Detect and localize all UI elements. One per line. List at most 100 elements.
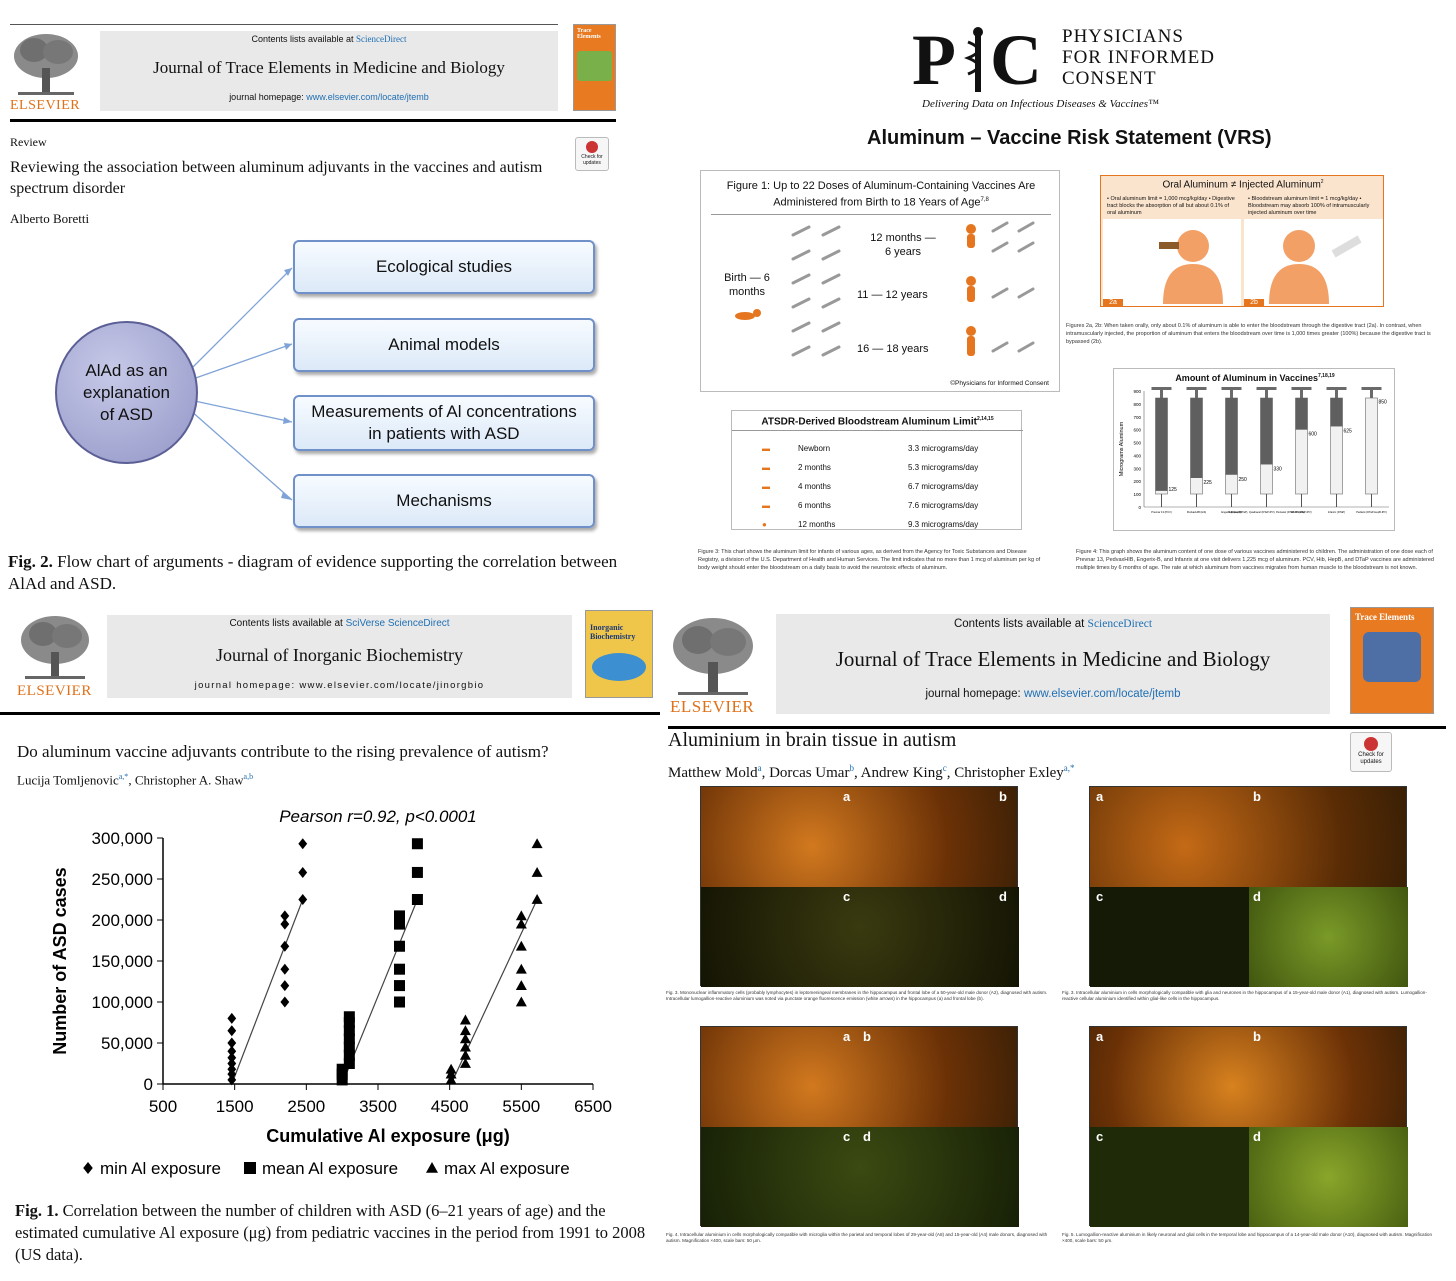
- limit-row: ▬ 6 months 7.6 micrograms/day: [762, 501, 979, 510]
- data-point: [411, 866, 423, 878]
- journal-homepage: journal homepage: www.elsevier.com/locat…: [229, 92, 429, 102]
- category-label: Infanrix (DTaP): [1328, 510, 1345, 514]
- article-title: Do aluminum vaccine adjuvants contribute…: [17, 742, 549, 761]
- fig3-caption-left: Fig. 3. Mononuclear inflammatory cells (…: [666, 990, 1048, 1001]
- data-point: [343, 1011, 355, 1023]
- value-label: 225: [1204, 480, 1213, 486]
- journal-name: Journal of Inorganic Biochemistry: [215, 645, 464, 665]
- category-label: Pediarix (DTaP-HepB-IPV): [1356, 510, 1387, 514]
- x-tick-label: 2500: [287, 1097, 325, 1116]
- center-node: AlAd as an explanation of ASD: [55, 321, 198, 464]
- data-point: [515, 963, 527, 974]
- fig1-panel: Figure 1: Up to 22 Doses of Aluminum-Con…: [700, 170, 1060, 392]
- plunger-head: [1326, 387, 1347, 390]
- data-point: [343, 1017, 355, 1028]
- journal-cover: Inorganic Biochemistry: [585, 610, 653, 698]
- homepage-link[interactable]: www.elsevier.com/locate/jtemb: [306, 92, 429, 102]
- child-eating-icon: [1159, 230, 1223, 304]
- plunger-rod: [1300, 390, 1303, 398]
- journal-homepage[interactable]: journal homepage: www.elsevier.com/locat…: [194, 680, 485, 691]
- y-tick-label: 0: [1138, 505, 1141, 510]
- legend-label: min Al exposure: [100, 1159, 221, 1178]
- barrel-plunger: [1330, 398, 1343, 427]
- y-tick-label: 500: [1133, 441, 1141, 446]
- homepage-link[interactable]: www.elsevier.com/locate/jtemb: [1023, 688, 1181, 700]
- value-label: 850: [1379, 399, 1388, 405]
- data-point: [227, 1037, 237, 1049]
- data-point: [298, 894, 308, 905]
- barrel-plunger: [1260, 398, 1273, 465]
- journal-band: Contents lists available at ScienceDirec…: [776, 614, 1330, 714]
- flow-box-mechanisms: Mechanisms: [293, 474, 595, 528]
- fig2-caption: Figures 2a, 2b: When taken orally, only …: [1066, 323, 1431, 345]
- limit-row: ▬ 2 months 5.3 micrograms/day: [762, 463, 979, 472]
- legend-label: max Al exposure: [444, 1159, 570, 1178]
- value-label: 330: [1274, 466, 1283, 472]
- plunger-head: [1186, 387, 1207, 390]
- legend-marker: [244, 1162, 256, 1174]
- age-12m-6y: 12 months — 6 years: [870, 232, 936, 258]
- data-point: [394, 910, 405, 922]
- barrel-plunger: [1225, 398, 1238, 475]
- data-point: [459, 1049, 471, 1060]
- data-point: [227, 1063, 237, 1075]
- barrel-plunger: [1190, 398, 1203, 478]
- data-point: [515, 940, 527, 951]
- journal-band: Contents lists available at ScienceDirec…: [100, 31, 558, 111]
- syringe-bar: 850: [1361, 387, 1388, 507]
- limit-rows: ▬ Newborn 3.3 micrograms/day ▬ 2 months 5.3 …: [762, 439, 1012, 534]
- header-rule: [10, 119, 616, 122]
- journal-homepage: journal homepage: www.elsevier.com/locat…: [925, 688, 1181, 700]
- data-point: [459, 1041, 471, 1052]
- data-point: [515, 910, 527, 921]
- limit-row: ▬ Newborn 3.3 micrograms/day: [762, 444, 979, 453]
- data-point: [411, 838, 423, 850]
- plunger-head: [1221, 387, 1242, 390]
- data-point: [343, 1041, 355, 1053]
- sciencedirect-link[interactable]: ScienceDirect: [356, 34, 407, 44]
- series-diamond: [227, 838, 308, 1086]
- legend-marker: [83, 1162, 93, 1174]
- elsevier-wordmark: ELSEVIER: [10, 98, 81, 113]
- y-tick-label: 50,000: [101, 1034, 153, 1053]
- figure-caption: Fig. 2. Flow chart of arguments - diagra…: [8, 552, 618, 593]
- data-point: [336, 1063, 348, 1075]
- plunger-head: [1256, 387, 1277, 390]
- fit-line: [231, 899, 304, 1085]
- y-tick-label: 300,000: [92, 829, 153, 848]
- elsevier-tree-logo: [21, 616, 89, 679]
- cover-title: Trace Elements: [577, 28, 601, 40]
- fig2b: • Bloodstream aluminum limit = 1 mcg/kg/…: [1244, 194, 1383, 306]
- data-point: [394, 963, 405, 975]
- article-title: Aluminium in brain tissue in autism: [668, 729, 957, 751]
- plunger-head: [1291, 387, 1312, 390]
- fig4-caption: Fig. 4. Intracellular aluminium in cells…: [666, 1232, 1048, 1243]
- y-tick-label: 900: [1133, 389, 1141, 394]
- check-updates-badge[interactable]: Check for updates: [1350, 732, 1392, 772]
- y-tick-label: 800: [1133, 402, 1141, 407]
- data-point: [280, 918, 290, 930]
- data-point: [227, 1058, 237, 1069]
- check-updates-badge[interactable]: Check for updates: [575, 137, 609, 171]
- fig3-panel: ATSDR-Derived Bloodstream Aluminum Limit…: [731, 410, 1023, 530]
- data-point: [394, 996, 405, 1008]
- age-birth: Birth — 6 months: [724, 272, 770, 298]
- chart-title: Pearson r=0.92, p<0.0001: [279, 807, 477, 826]
- y-tick-label: 400: [1133, 453, 1141, 458]
- cover-title: Inorganic Biochemistry: [590, 623, 636, 641]
- category-label: Kinrix (DTaP-IPV): [1291, 510, 1311, 514]
- value-label: 125: [1169, 487, 1178, 493]
- data-point: [459, 1014, 471, 1025]
- sciencedirect-link[interactable]: ScienceDirect: [1087, 618, 1153, 630]
- x-axis-label: Cumulative Al exposure (μg): [266, 1126, 509, 1146]
- sciencedirect-link[interactable]: SciVerse ScienceDirect: [345, 618, 450, 629]
- y-axis-label: Number of ASD cases: [50, 867, 70, 1054]
- data-point: [394, 980, 405, 992]
- elsevier-wordmark: ELSEVIER: [670, 697, 755, 716]
- category-label: Prevnar 13 (PCV): [1151, 510, 1172, 514]
- data-point: [531, 866, 543, 877]
- plunger-rod: [1195, 390, 1198, 398]
- barrel: [1365, 397, 1378, 495]
- journal-cover: Trace Elements: [573, 24, 616, 111]
- journal-name: Journal of Trace Elements in Medicine an…: [835, 647, 1271, 671]
